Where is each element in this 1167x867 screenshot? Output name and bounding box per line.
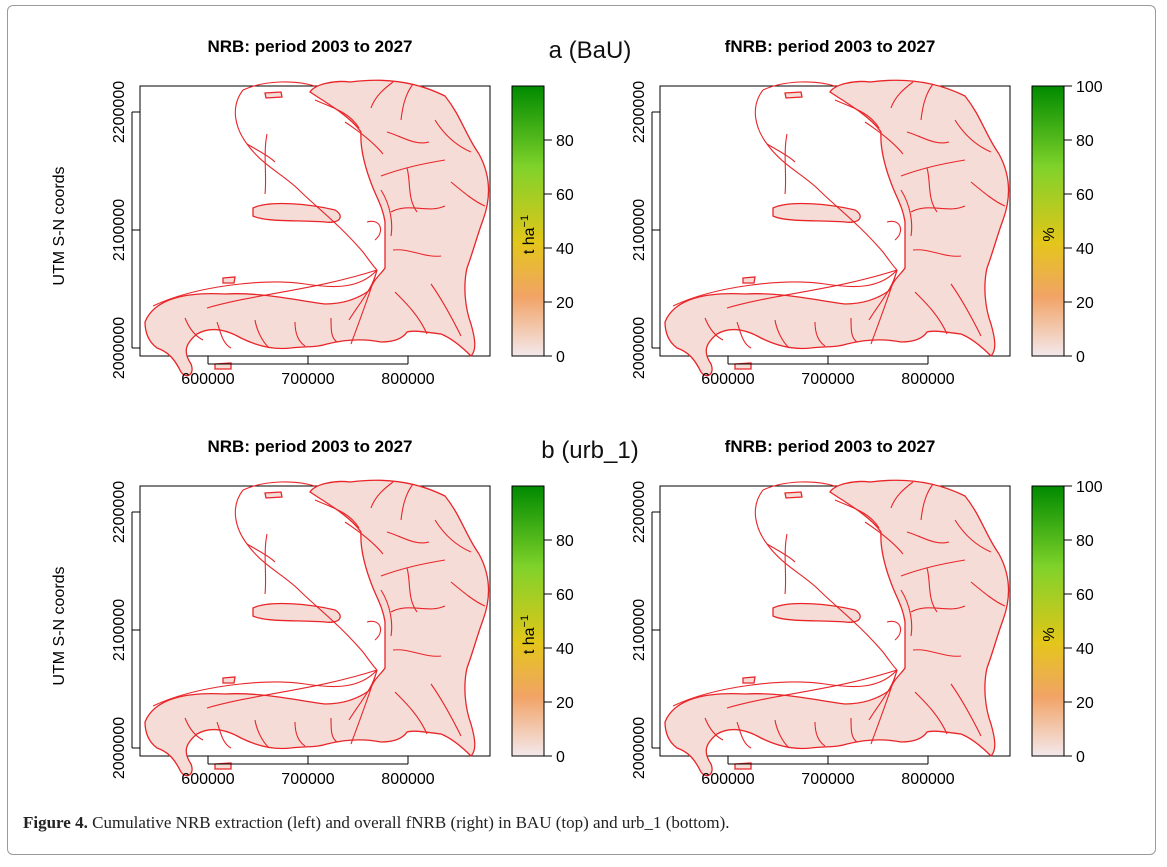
legend-tick-label: 0 (556, 749, 565, 766)
legend-tick-label: 20 (1076, 695, 1094, 712)
scenario-label: a (BaU) (549, 37, 632, 64)
legend-tick-label: 20 (556, 695, 574, 712)
x-tick-label: 800000 (901, 371, 954, 388)
legend-tick-label: 0 (1076, 749, 1085, 766)
legend-tick-label: 40 (1076, 241, 1094, 258)
legend-tick-label: 80 (556, 533, 574, 550)
x-tick-label: 800000 (901, 771, 954, 788)
legend-colorbar (1031, 85, 1065, 357)
legend-tick-label: 100 (1076, 479, 1103, 496)
legend-tick-label: 20 (556, 295, 574, 312)
legend-tick-label: 80 (1076, 533, 1094, 550)
x-tick-label: 800000 (381, 371, 434, 388)
y-tick-label: 2000000 (631, 317, 648, 379)
legend-tick-label: 80 (556, 133, 574, 150)
panel-title: fNRB: period 2003 to 2027 (725, 37, 936, 56)
legend-colorbar (511, 485, 545, 757)
legend-tick-label: 60 (1076, 587, 1094, 604)
y-tick-label: 2000000 (111, 717, 128, 779)
x-tick-label: 800000 (381, 771, 434, 788)
x-tick-label: 600000 (181, 371, 234, 388)
y-tick-label: 2200000 (631, 81, 648, 143)
y-tick-label: 2000000 (631, 717, 648, 779)
x-tick-label: 700000 (801, 771, 854, 788)
caption-text: Cumulative NRB extraction (left) and ove… (92, 813, 730, 832)
legend-tick-label: 60 (1076, 187, 1094, 204)
legend-tick-label: 0 (556, 349, 565, 366)
x-tick-label: 700000 (281, 771, 334, 788)
legend-unit-label: % (1041, 227, 1058, 241)
legend-colorbar (511, 85, 545, 357)
panel-title: fNRB: period 2003 to 2027 (725, 437, 936, 456)
y-tick-label: 2100000 (111, 599, 128, 661)
caption-label: Figure 4. (23, 813, 88, 832)
y-tick-label: 2200000 (111, 81, 128, 143)
y-tick-label: 2100000 (631, 199, 648, 261)
y-tick-label: 2100000 (631, 599, 648, 661)
scenario-label: b (urb_1) (541, 437, 638, 464)
legend-tick-label: 80 (1076, 133, 1094, 150)
x-tick-label: 600000 (701, 771, 754, 788)
panel-title: NRB: period 2003 to 2027 (207, 37, 412, 56)
x-tick-label: 600000 (181, 771, 234, 788)
legend-tick-label: 40 (556, 641, 574, 658)
y-tick-label: 2100000 (111, 199, 128, 261)
panel-title: NRB: period 2003 to 2027 (207, 437, 412, 456)
legend-colorbar (1031, 485, 1065, 757)
y-tick-label: 2200000 (111, 481, 128, 543)
y-axis-label: UTM S-N coords (51, 166, 68, 285)
x-tick-label: 700000 (281, 371, 334, 388)
legend-unit-label: % (1041, 627, 1058, 641)
y-tick-label: 2200000 (631, 481, 648, 543)
legend-tick-label: 100 (1076, 79, 1103, 96)
legend-tick-label: 40 (556, 241, 574, 258)
figure-caption: Figure 4. Cumulative NRB extraction (lef… (23, 813, 1143, 833)
legend-tick-label: 60 (556, 587, 574, 604)
x-tick-label: 600000 (701, 371, 754, 388)
y-axis-label: UTM S-N coords (51, 566, 68, 685)
x-tick-label: 700000 (801, 371, 854, 388)
legend-tick-label: 20 (1076, 295, 1094, 312)
legend-tick-label: 40 (1076, 641, 1094, 658)
legend-tick-label: 0 (1076, 349, 1085, 366)
legend-tick-label: 60 (556, 187, 574, 204)
y-tick-label: 2000000 (111, 317, 128, 379)
